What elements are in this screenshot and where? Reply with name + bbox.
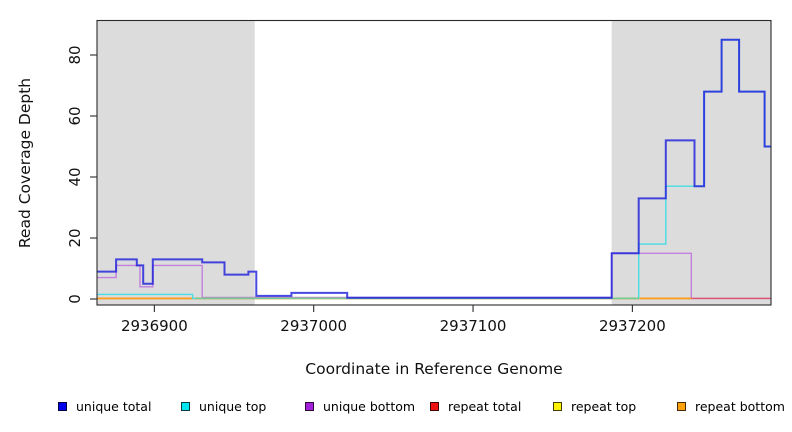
- series-lines: [97, 38, 771, 300]
- legend-label: repeat total: [448, 398, 522, 414]
- repeat-total-swatch-icon: [430, 401, 439, 411]
- unique-bottom-swatch-icon: [305, 401, 314, 411]
- x-tick-label: 2936900: [121, 317, 188, 335]
- x-axis-title: Coordinate in Reference Genome: [305, 360, 562, 378]
- axis-ticks: 2936900 2937000 2937100 2937200 0 20 40 60 80: [66, 45, 666, 335]
- plot-border: [96, 19, 772, 306]
- series-line-unique-total: [97, 38, 771, 299]
- x-tick-label: 2937100: [440, 317, 507, 335]
- shaded-region: [97, 21, 255, 305]
- legend-label: unique top: [199, 398, 267, 414]
- shaded-regions: [97, 21, 771, 305]
- y-tick-label: 20: [66, 228, 84, 247]
- y-tick-label: 0: [66, 294, 84, 304]
- legend-item-repeat-bottom: repeat bottom: [677, 395, 785, 417]
- y-tick-label: 60: [66, 106, 84, 125]
- legend-item-repeat-total: repeat total: [430, 395, 521, 417]
- legend-item-unique-top: unique top: [181, 395, 266, 417]
- chart-canvas: 2936900 2937000 2937100 2937200 0 20 40 60 80 Co…: [16, 19, 772, 378]
- y-tick-label: 80: [66, 45, 84, 64]
- chart-legend: unique total unique top unique bottom re…: [0, 395, 792, 421]
- legend-label: repeat top: [571, 398, 637, 414]
- y-tick-label: 40: [66, 167, 84, 186]
- legend-label: unique total: [76, 398, 152, 414]
- series-line-unique-bottom: [97, 252, 771, 300]
- unique-total-swatch-icon: [58, 401, 67, 411]
- legend-item-unique-bottom: unique bottom: [305, 395, 415, 417]
- repeat-bottom-swatch-icon: [677, 401, 686, 411]
- legend-label: unique bottom: [323, 398, 416, 414]
- repeat-top-swatch-icon: [553, 401, 562, 411]
- legend-label: repeat bottom: [695, 398, 785, 414]
- x-tick-label: 2937000: [280, 317, 347, 335]
- x-tick-label: 2937200: [599, 317, 666, 335]
- unique-top-swatch-icon: [181, 401, 190, 411]
- legend-item-repeat-top: repeat top: [553, 395, 636, 417]
- legend-item-unique-total: unique total: [58, 395, 151, 417]
- y-axis-title: Read Coverage Depth: [16, 78, 34, 248]
